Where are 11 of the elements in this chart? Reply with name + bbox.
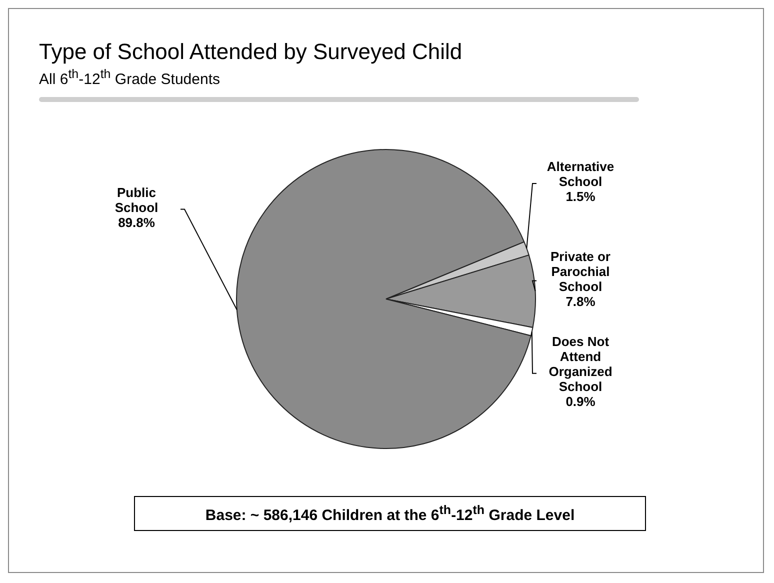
slice-label: Alternative School [546,159,614,190]
chart-subtitle: All 6$^{th}$-12$^{th}$ Grade Students [39,67,220,88]
slice-label: Public School [114,184,158,215]
slice-label: Private or Parochial School [550,248,610,294]
slice-label: Does Not Attend Organized School [548,334,612,394]
chart-title: Type of School Attended by Surveyed Child [39,39,462,65]
data-label: 1.5% [566,189,596,204]
data-label: 7.8% [566,294,596,309]
data-label: 0.9% [566,394,596,409]
text: Base: ~ 586,146 Children at the 6$^{th}$-12$^{th}$ Grade Level [134,496,646,531]
data-label: 89.8% [118,214,156,230]
